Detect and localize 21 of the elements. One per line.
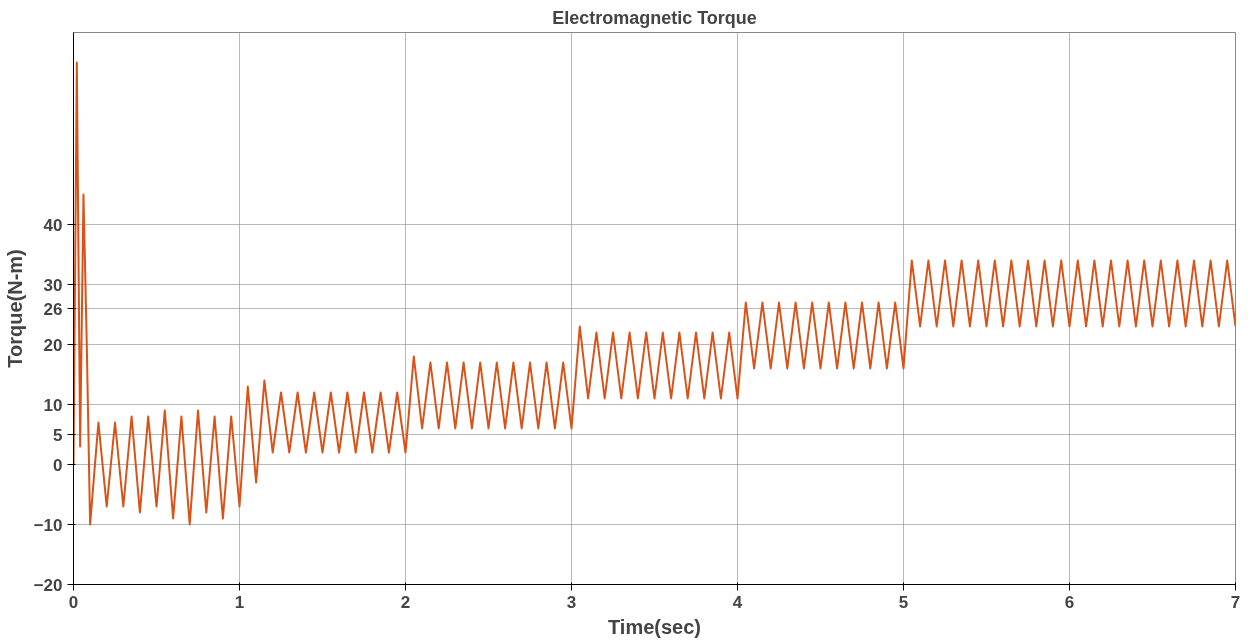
y-tick-label: 20 (43, 335, 63, 355)
x-tick-label: 4 (732, 592, 743, 612)
y-tick-label: 30 (43, 275, 63, 295)
x-tick-label: 6 (1064, 592, 1075, 612)
x-tick-label: 2 (400, 592, 411, 612)
x-axis-title: Time(sec) (608, 615, 702, 638)
x-tick-label: 5 (898, 592, 909, 612)
x-tick-label: 0 (68, 592, 79, 612)
y-tick-label: 5 (53, 425, 63, 445)
chart-title: Electromagnetic Torque (552, 7, 757, 28)
line-series (73, 61, 1236, 526)
x-tick-label: 1 (234, 592, 245, 612)
x-tick-label: 7 (1230, 592, 1241, 612)
y-axis-title: Torque(N-m) (3, 249, 26, 368)
y-tick-label: 26 (43, 299, 63, 319)
x-tick-label: 3 (566, 592, 577, 612)
y-tick-label: 0 (53, 455, 63, 475)
y-tick-label: 40 (43, 215, 63, 235)
y-tick-label: 10 (43, 395, 63, 415)
y-tick-label: −20 (33, 575, 63, 595)
y-tick-label: −10 (33, 515, 63, 535)
